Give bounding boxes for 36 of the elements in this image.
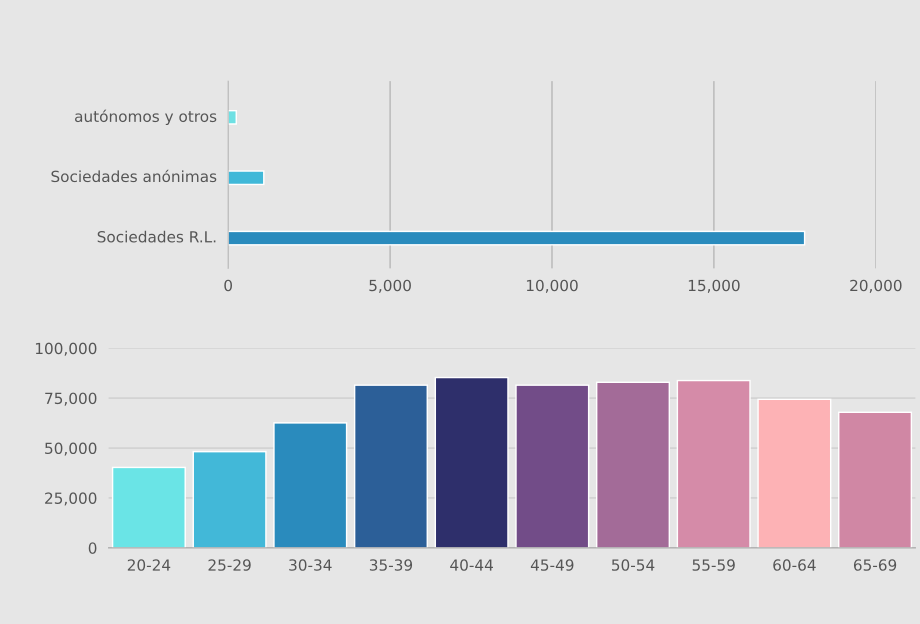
bar [228, 230, 806, 246]
x-tick-label: 20,000 [850, 280, 902, 293]
y-tick-label: 25,000 [45, 492, 96, 506]
x-tick-label: 5,000 [369, 280, 411, 293]
bar [676, 380, 751, 548]
x-tick-label: 0 [224, 280, 232, 292]
bar [112, 466, 186, 548]
x-tick-label: 20-24 [128, 559, 170, 571]
bar [838, 412, 912, 548]
y-tick-label: autónomos y otros [75, 110, 216, 126]
x-tick-label: 35-39 [370, 559, 412, 571]
x-tick-label: 10,000 [526, 280, 578, 293]
bar [515, 384, 590, 548]
y-tick-label: 0 [88, 542, 96, 554]
bar [596, 382, 670, 548]
bar [192, 450, 267, 548]
x-tick-label: 60-64 [773, 559, 816, 571]
x-tick-label: 55-59 [692, 559, 735, 571]
bar [757, 398, 832, 548]
y-tick-label: Sociedades R.L. [98, 230, 216, 243]
y-tick-label: 50,000 [45, 442, 96, 456]
x-tick-label: 45-49 [530, 559, 574, 571]
bar [273, 422, 348, 548]
bar [228, 110, 237, 125]
bar [354, 384, 428, 548]
x-tick-label: 15,000 [688, 280, 740, 293]
bar [228, 170, 264, 186]
x-tick-label: 25-29 [208, 559, 251, 571]
x-tick-label: 65-69 [854, 559, 896, 571]
x-tick-label: 50-54 [612, 559, 654, 571]
y-tick-label: Sociedades anónimas [51, 170, 216, 182]
x-tick-label: 40-44 [450, 559, 493, 571]
y-tick-label: 100,000 [36, 342, 96, 356]
x-tick-label: 30-34 [289, 559, 332, 571]
y-tick-label: 75,000 [45, 392, 96, 406]
bar [434, 376, 509, 548]
